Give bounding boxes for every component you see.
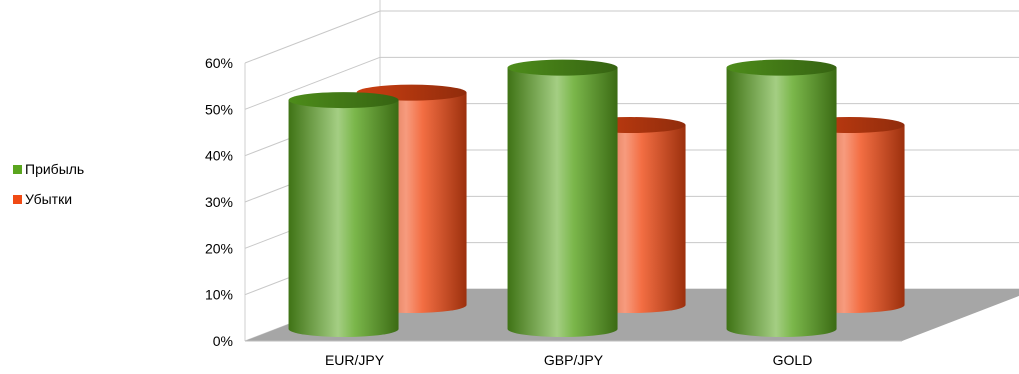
bar-Прибыль-GBP/JPY: [507, 59, 618, 337]
bar-body: [288, 100, 399, 337]
bar-body: [507, 67, 618, 337]
gridline-side: [244, 10, 381, 64]
bar-top: [726, 59, 837, 76]
bar-Прибыль-EUR/JPY: [288, 92, 399, 337]
y-tick-label: 0%: [213, 333, 233, 349]
legend-label: Убытки: [25, 191, 72, 207]
y-tick-label: 40%: [205, 148, 233, 164]
x-tick-label: GOLD: [773, 352, 813, 368]
y-tick-label: 50%: [205, 101, 233, 117]
bar-top: [507, 59, 618, 76]
bar-top: [288, 92, 399, 109]
y-tick-label: 10%: [205, 287, 233, 303]
bar-Прибыль-GOLD: [726, 59, 837, 337]
y-tick-label: 20%: [205, 240, 233, 256]
x-tick-label: EUR/JPY: [325, 352, 385, 368]
legend-swatch: [13, 165, 22, 174]
legend-label: Прибыль: [25, 161, 84, 177]
gridline-side: [244, 56, 381, 110]
y-tick-label: 30%: [205, 194, 233, 210]
x-tick-label: GBP/JPY: [544, 352, 604, 368]
y-tick-label: 60%: [205, 55, 233, 71]
legend-swatch: [13, 195, 22, 204]
bar-body: [726, 67, 837, 337]
